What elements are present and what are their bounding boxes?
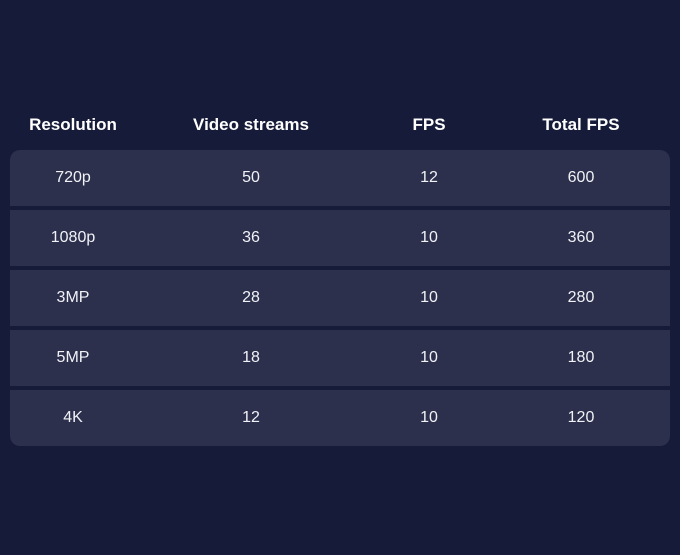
fps-table: Resolution Video streams FPS Total FPS 7… xyxy=(10,108,670,446)
header-video-streams: Video streams xyxy=(193,115,309,134)
cell-resolution: 4K xyxy=(63,409,83,426)
cell-resolution: 3MP xyxy=(56,289,90,306)
cell-video-streams: 28 xyxy=(242,289,260,306)
table-header: Resolution Video streams FPS Total FPS xyxy=(10,108,670,142)
cell-video-streams: 36 xyxy=(242,229,260,246)
header-total-fps: Total FPS xyxy=(542,115,620,134)
cell-fps: 10 xyxy=(420,409,438,426)
cell-video-streams: 12 xyxy=(242,409,260,426)
header-resolution: Resolution xyxy=(29,115,117,134)
table-row: 1080p 36 10 360 xyxy=(10,210,670,266)
table-row: 4K 12 10 120 xyxy=(10,390,670,446)
cell-fps: 10 xyxy=(420,349,438,366)
cell-video-streams: 50 xyxy=(242,169,260,186)
table-row: 720p 50 12 600 xyxy=(10,150,670,206)
cell-total-fps: 280 xyxy=(567,289,595,306)
header-fps: FPS xyxy=(412,115,446,134)
cell-fps: 10 xyxy=(420,229,438,246)
cell-total-fps: 600 xyxy=(567,169,595,186)
cell-resolution: 720p xyxy=(55,169,91,186)
cell-fps: 12 xyxy=(420,169,438,186)
table-row: 5MP 18 10 180 xyxy=(10,330,670,386)
cell-resolution: 5MP xyxy=(56,349,90,366)
cell-video-streams: 18 xyxy=(242,349,260,366)
cell-total-fps: 180 xyxy=(567,349,595,366)
table-body: 720p 50 12 600 1080p 36 10 360 3MP 28 10… xyxy=(10,150,670,446)
table-row: 3MP 28 10 280 xyxy=(10,270,670,326)
cell-total-fps: 360 xyxy=(567,229,595,246)
cell-resolution: 1080p xyxy=(50,229,96,246)
cell-fps: 10 xyxy=(420,289,438,306)
cell-total-fps: 120 xyxy=(567,409,595,426)
